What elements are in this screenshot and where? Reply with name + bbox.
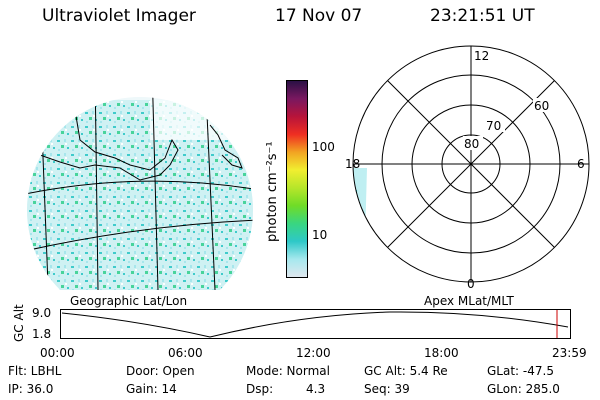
date-label: 17 Nov 07 bbox=[275, 6, 363, 26]
mlt-label-6: 6 bbox=[577, 157, 585, 171]
altitude-xtick-0600: 06:00 bbox=[168, 346, 203, 360]
status-door: Door: Open bbox=[126, 364, 195, 378]
polar-plot: 80 70 60 12 6 0 18 bbox=[345, 45, 590, 290]
time-label: 23:21:51 UT bbox=[430, 6, 535, 26]
mlt-label-12: 12 bbox=[474, 49, 489, 63]
status-seq: Seq: 39 bbox=[364, 382, 410, 396]
status-glat: GLat: -47.5 bbox=[487, 364, 554, 378]
status-ip: IP: 36.0 bbox=[8, 382, 54, 396]
altitude-xtick-0000: 00:00 bbox=[40, 346, 75, 360]
mlt-label-18: 18 bbox=[345, 157, 360, 171]
colorbar-tick-10: 10 bbox=[312, 228, 328, 242]
status-dsp-value: 4.3 bbox=[306, 382, 326, 396]
mlat-label-80: 80 bbox=[464, 137, 479, 151]
colorbar-label: photon cm⁻²s⁻¹ bbox=[265, 141, 280, 242]
auroral-image-map bbox=[27, 97, 253, 290]
mlat-label-70: 70 bbox=[486, 119, 501, 133]
altitude-plot bbox=[60, 309, 571, 339]
status-gain: Gain: 14 bbox=[126, 382, 177, 396]
status-glon: GLon: 285.0 bbox=[487, 382, 560, 396]
status-gcalt: GC Alt: 5.4 Re bbox=[364, 364, 448, 378]
altitude-xtick-1800: 18:00 bbox=[424, 346, 459, 360]
altitude-xtick-1200: 12:00 bbox=[296, 346, 331, 360]
altitude-xtick-2359: 23:59 bbox=[552, 346, 587, 360]
status-flt: Flt: LBHL bbox=[8, 364, 62, 378]
instrument-title: Ultraviolet Imager bbox=[42, 6, 196, 26]
altitude-ytick-bottom: 1.8 bbox=[32, 327, 52, 341]
altitude-ytick-top: 9.0 bbox=[32, 306, 52, 320]
altitude-ylabel: GC Alt bbox=[12, 304, 26, 342]
mlt-label-0: 0 bbox=[467, 277, 475, 290]
colorbar-tick-100: 100 bbox=[312, 140, 335, 154]
status-dsp-label: Dsp: bbox=[246, 382, 274, 396]
mlat-label-60: 60 bbox=[534, 99, 549, 113]
status-mode: Mode: Normal bbox=[246, 364, 330, 378]
colorbar bbox=[286, 80, 308, 278]
apex-label: Apex MLat/MLT bbox=[424, 294, 514, 308]
geographic-label: Geographic Lat/Lon bbox=[70, 294, 188, 308]
